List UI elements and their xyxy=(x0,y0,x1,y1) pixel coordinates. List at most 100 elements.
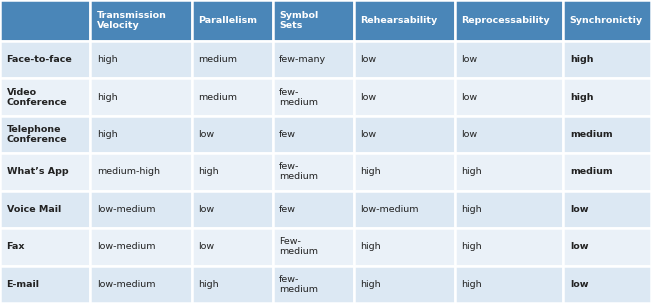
Bar xyxy=(563,265,651,303)
Text: low: low xyxy=(462,130,478,139)
Bar xyxy=(0,116,90,153)
Bar xyxy=(273,116,353,153)
Bar xyxy=(0,265,90,303)
Text: medium-high: medium-high xyxy=(97,168,160,176)
Text: few-
medium: few- medium xyxy=(279,162,318,181)
Bar xyxy=(273,191,353,228)
Text: high: high xyxy=(97,55,118,64)
Bar xyxy=(90,116,192,153)
Bar xyxy=(455,116,563,153)
Text: high: high xyxy=(97,93,118,102)
Bar xyxy=(273,265,353,303)
Text: Reprocessability: Reprocessability xyxy=(462,16,550,25)
Text: Voice Mail: Voice Mail xyxy=(7,205,61,214)
Text: Face-to-face: Face-to-face xyxy=(7,55,72,64)
Bar xyxy=(90,0,192,41)
Text: few-
medium: few- medium xyxy=(279,275,318,294)
Text: low-medium: low-medium xyxy=(97,205,156,214)
Text: low-medium: low-medium xyxy=(97,242,156,251)
Text: high: high xyxy=(462,280,482,289)
Bar xyxy=(353,41,455,78)
Bar xyxy=(192,153,273,191)
Bar xyxy=(90,41,192,78)
Bar xyxy=(273,153,353,191)
Text: Video
Conference: Video Conference xyxy=(7,88,67,107)
Bar xyxy=(192,116,273,153)
Text: low-medium: low-medium xyxy=(97,280,156,289)
Bar xyxy=(273,78,353,116)
Bar xyxy=(455,41,563,78)
Bar xyxy=(353,265,455,303)
Text: Synchronictiy: Synchronictiy xyxy=(570,16,643,25)
Bar xyxy=(353,228,455,265)
Bar xyxy=(192,265,273,303)
Text: high: high xyxy=(570,93,593,102)
Bar xyxy=(90,191,192,228)
Bar xyxy=(455,265,563,303)
Bar xyxy=(353,116,455,153)
Text: high: high xyxy=(199,280,219,289)
Bar xyxy=(563,116,651,153)
Text: medium: medium xyxy=(570,130,613,139)
Bar xyxy=(90,78,192,116)
Text: medium: medium xyxy=(199,55,238,64)
Text: low: low xyxy=(570,280,589,289)
Bar xyxy=(192,191,273,228)
Text: few-
medium: few- medium xyxy=(279,88,318,107)
Text: few: few xyxy=(279,205,296,214)
Bar xyxy=(455,0,563,41)
Text: Parallelism: Parallelism xyxy=(199,16,257,25)
Text: high: high xyxy=(462,168,482,176)
Bar xyxy=(0,0,90,41)
Text: low: low xyxy=(360,130,376,139)
Text: Symbol
Sets: Symbol Sets xyxy=(279,11,318,30)
Text: high: high xyxy=(360,242,381,251)
Text: E-mail: E-mail xyxy=(7,280,40,289)
Text: high: high xyxy=(462,205,482,214)
Bar xyxy=(192,41,273,78)
Bar xyxy=(0,153,90,191)
Text: low: low xyxy=(462,93,478,102)
Bar xyxy=(563,191,651,228)
Text: What’s App: What’s App xyxy=(7,168,68,176)
Bar xyxy=(455,153,563,191)
Bar xyxy=(273,228,353,265)
Text: high: high xyxy=(97,130,118,139)
Bar xyxy=(0,78,90,116)
Bar xyxy=(563,78,651,116)
Bar xyxy=(353,191,455,228)
Bar xyxy=(353,0,455,41)
Bar xyxy=(455,191,563,228)
Text: low: low xyxy=(570,205,589,214)
Text: Transmission
Velocity: Transmission Velocity xyxy=(97,11,167,30)
Text: low: low xyxy=(199,130,215,139)
Bar xyxy=(455,78,563,116)
Text: high: high xyxy=(360,280,381,289)
Bar xyxy=(273,41,353,78)
Text: high: high xyxy=(199,168,219,176)
Text: Few-
medium: Few- medium xyxy=(279,237,318,256)
Bar xyxy=(455,228,563,265)
Text: Rehearsability: Rehearsability xyxy=(360,16,437,25)
Text: high: high xyxy=(360,168,381,176)
Text: low: low xyxy=(360,55,376,64)
Bar xyxy=(353,153,455,191)
Bar xyxy=(0,228,90,265)
Bar xyxy=(563,0,651,41)
Text: low: low xyxy=(199,205,215,214)
Text: low: low xyxy=(462,55,478,64)
Bar xyxy=(192,78,273,116)
Text: low-medium: low-medium xyxy=(360,205,419,214)
Text: Telephone
Conference: Telephone Conference xyxy=(7,125,67,144)
Text: medium: medium xyxy=(199,93,238,102)
Bar xyxy=(192,228,273,265)
Bar xyxy=(563,153,651,191)
Bar xyxy=(90,265,192,303)
Bar xyxy=(90,153,192,191)
Bar xyxy=(563,41,651,78)
Bar xyxy=(563,228,651,265)
Text: high: high xyxy=(570,55,593,64)
Text: low: low xyxy=(199,242,215,251)
Text: few: few xyxy=(279,130,296,139)
Text: Fax: Fax xyxy=(7,242,25,251)
